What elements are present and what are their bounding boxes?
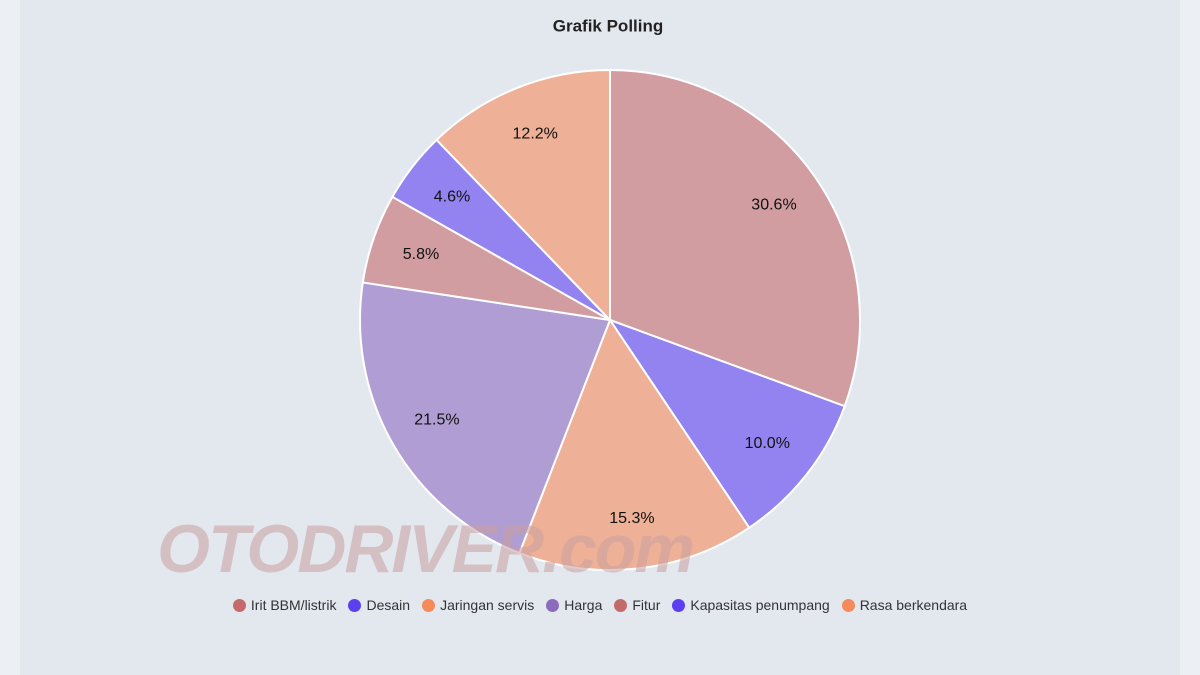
data-label: 30.6% <box>751 197 796 214</box>
legend-swatch <box>614 598 628 612</box>
legend-swatch <box>348 598 362 612</box>
legend-swatch <box>841 598 855 612</box>
pie-slice <box>609 68 861 408</box>
legend-label: Kapasitas penumpang <box>690 597 830 613</box>
legend-label: Desain <box>366 597 411 613</box>
legend-swatch <box>546 598 560 612</box>
pie-slice <box>518 317 751 571</box>
legend-swatch <box>232 598 246 612</box>
legend-item[interactable]: Rasa berkendara <box>841 597 968 613</box>
legend-item[interactable]: Fitur <box>614 597 660 613</box>
legend-label: Jaringan servis <box>440 597 535 613</box>
pie-slice <box>435 68 611 323</box>
data-label: 4.6% <box>434 189 470 206</box>
legend-swatch <box>672 598 686 612</box>
legend-item[interactable]: Desain <box>348 597 410 613</box>
data-label: 21.5% <box>414 411 459 428</box>
legend-item[interactable]: Irit BBM/listrik <box>232 597 337 613</box>
legend-label: Harga <box>564 597 603 613</box>
legend-swatch <box>422 598 436 612</box>
pie-slice <box>359 281 612 555</box>
pie: 30.6% 10.0% 15.3% 21.5% 5.8% 4.6% 12.2% <box>359 68 861 571</box>
legend-item[interactable]: Harga <box>546 597 602 613</box>
chart-title: Grafik Polling <box>553 16 664 35</box>
data-label: 12.2% <box>513 126 558 143</box>
pie-slice <box>607 318 846 530</box>
watermark: OTODRIVER.com <box>157 511 693 587</box>
legend-label: Irit BBM/listrik <box>250 597 337 613</box>
data-label: 15.3% <box>609 510 654 527</box>
legend-label: Fitur <box>632 597 661 613</box>
legend: Irit BBM/listrik Desain Jaringan servis Har… <box>20 597 1180 613</box>
legend-item[interactable]: Jaringan servis <box>422 597 534 613</box>
legend-label: Rasa berkendara <box>859 597 968 613</box>
data-label: 5.8% <box>403 246 439 263</box>
legend-item[interactable]: Kapasitas penumpang <box>672 597 830 613</box>
data-label: 10.0% <box>745 435 790 452</box>
